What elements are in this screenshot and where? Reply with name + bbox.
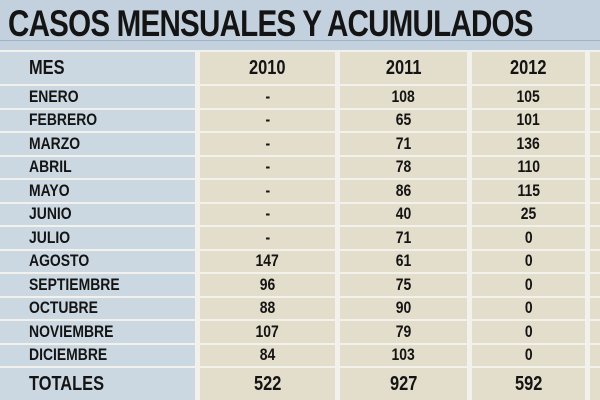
month-label-cell: SEPTIEMBRE	[0, 274, 195, 296]
value-cell: 84	[200, 344, 335, 366]
value-cell: 71	[340, 133, 467, 155]
page-title: CASOS MENSUALES Y ACUMULADOS	[8, 3, 534, 44]
value-cell: 147	[200, 250, 335, 272]
value-cell: 0	[472, 344, 585, 366]
totals-2010-cell: 522	[200, 368, 335, 400]
column-header-mes: MES	[0, 52, 195, 84]
value-cell: 61	[340, 250, 467, 272]
value-cell: 75	[340, 274, 467, 296]
value-cell: 65	[340, 109, 467, 131]
cropped-column-sliver	[590, 52, 600, 84]
cases-table: MES 2010 2011 2012 ENERO -108 105 FEBRERO -6…	[0, 52, 600, 400]
value-cell: 0	[472, 321, 585, 343]
value-cell: 115	[472, 180, 585, 202]
month-label-cell: JULIO	[0, 227, 195, 249]
value-cell: 78	[340, 156, 467, 178]
value-cell: -	[200, 180, 335, 202]
value-cell: -	[200, 133, 335, 155]
value-cell: 0	[472, 274, 585, 296]
value-cell: -	[200, 109, 335, 131]
cropped-column-sliver	[590, 368, 600, 400]
value-cell: 110	[472, 156, 585, 178]
month-label-cell: OCTUBRE	[0, 297, 195, 319]
column-header-2012: 2012	[472, 52, 585, 84]
totals-2011-cell: 927	[340, 368, 467, 400]
cropped-column-sliver	[590, 133, 600, 155]
cropped-column-sliver	[590, 344, 600, 366]
value-cell: 0	[472, 250, 585, 272]
cropped-column-sliver	[590, 250, 600, 272]
totals-label-cell: TOTALES	[0, 368, 195, 400]
month-label-cell: MARZO	[0, 133, 195, 155]
cropped-column-sliver	[590, 274, 600, 296]
month-label-cell: ABRIL	[0, 156, 195, 178]
cropped-column-sliver	[590, 109, 600, 131]
month-label-cell: AGOSTO	[0, 250, 195, 272]
cropped-column-sliver	[590, 156, 600, 178]
month-label-cell: DICIEMBRE	[0, 344, 195, 366]
value-cell: 101	[472, 109, 585, 131]
value-cell: 90	[340, 297, 467, 319]
month-label-cell: JUNIO	[0, 203, 195, 225]
column-header-2011: 2011	[340, 52, 467, 84]
month-label-cell: MAYO	[0, 180, 195, 202]
value-cell: 107	[200, 321, 335, 343]
value-cell: 108	[340, 86, 467, 108]
column-header-2010: 2010	[200, 52, 335, 84]
cropped-column-sliver	[590, 86, 600, 108]
value-cell: -	[200, 203, 335, 225]
value-cell: 96	[200, 274, 335, 296]
totals-2012-cell: 592	[472, 368, 585, 400]
value-cell: 0	[472, 297, 585, 319]
value-cell: 103	[340, 344, 467, 366]
month-label-cell: NOVIEMBRE	[0, 321, 195, 343]
value-cell: 71	[340, 227, 467, 249]
cropped-column-sliver	[590, 180, 600, 202]
value-cell: 105	[472, 86, 585, 108]
title-divider-line	[0, 40, 600, 41]
value-cell: 88	[200, 297, 335, 319]
value-cell: -	[200, 227, 335, 249]
value-cell: -	[200, 156, 335, 178]
cropped-column-sliver	[590, 227, 600, 249]
value-cell: 25	[472, 203, 585, 225]
value-cell: 79	[340, 321, 467, 343]
month-label-cell: ENERO	[0, 86, 195, 108]
cropped-column-sliver	[590, 321, 600, 343]
cropped-column-sliver	[590, 203, 600, 225]
month-label-cell: FEBRERO	[0, 109, 195, 131]
value-cell: 40	[340, 203, 467, 225]
cropped-column-sliver	[590, 297, 600, 319]
value-cell: 86	[340, 180, 467, 202]
value-cell: -	[200, 86, 335, 108]
title-bar: CASOS MENSUALES Y ACUMULADOS	[0, 0, 600, 50]
value-cell: 0	[472, 227, 585, 249]
value-cell: 136	[472, 133, 585, 155]
